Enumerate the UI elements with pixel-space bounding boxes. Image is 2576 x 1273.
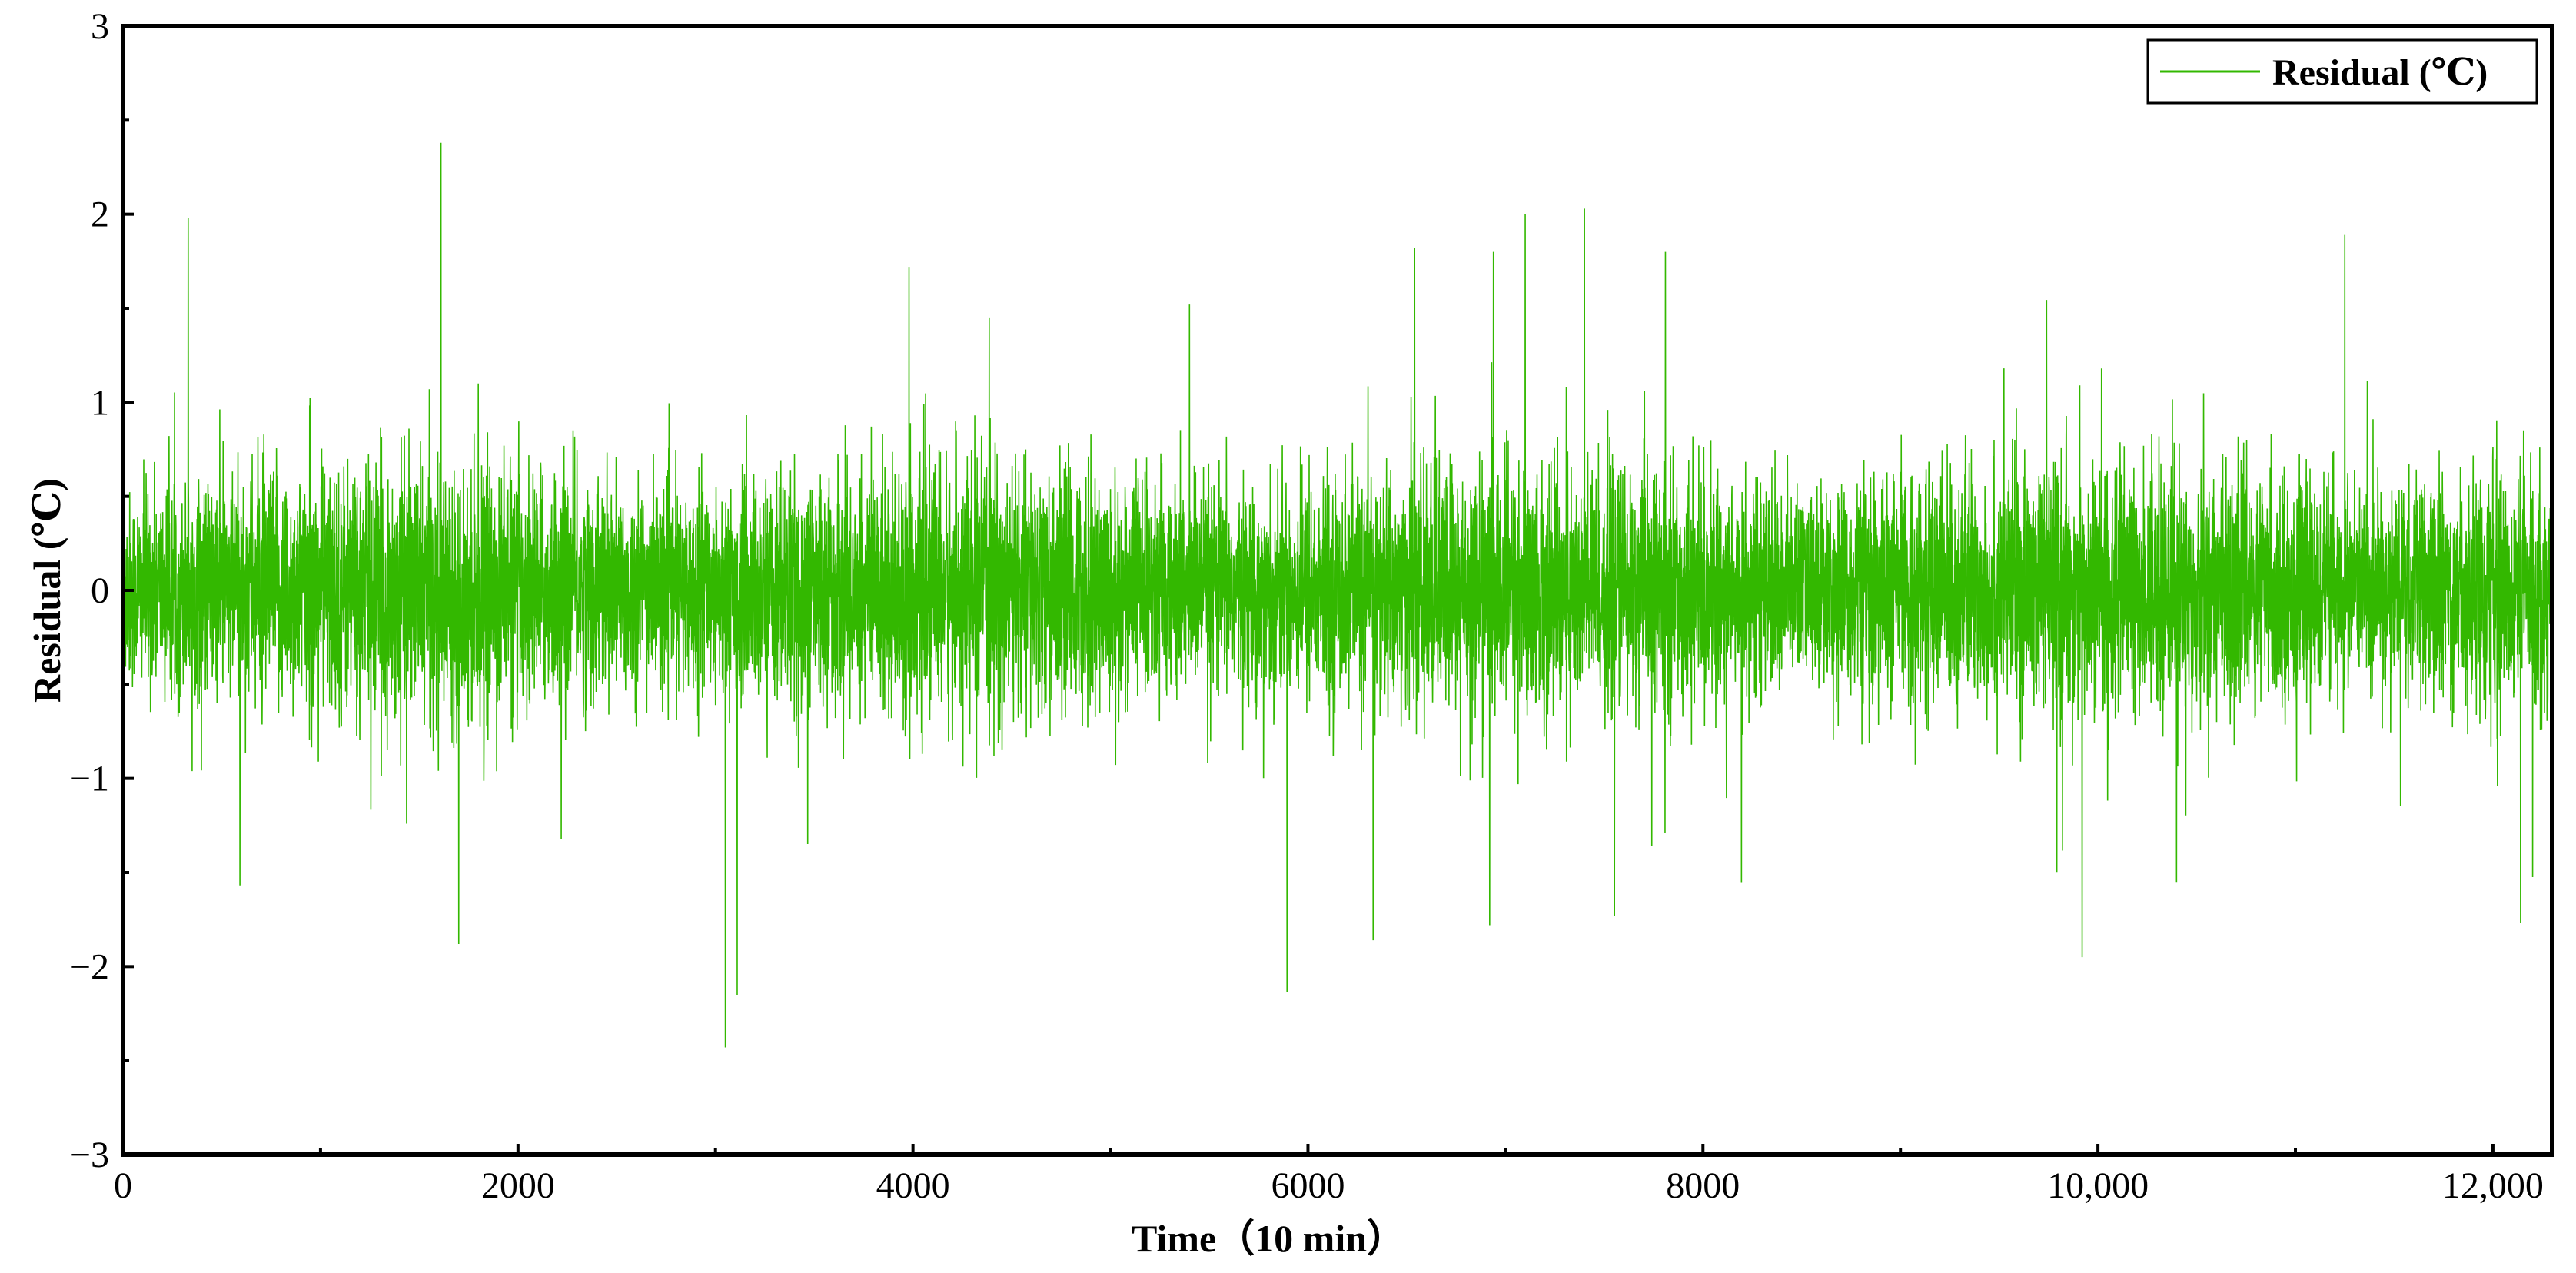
y-tick-label: 2 [91, 194, 109, 235]
x-tick-label: 2000 [481, 1165, 555, 1206]
x-axis: 0 2000 4000 6000 8000 10,000 12,000 [114, 1144, 2544, 1206]
x-axis-title: Time（10 min） [1132, 1217, 1405, 1260]
y-tick-label: 1 [91, 382, 109, 423]
x-tick-label: 10,000 [2047, 1165, 2149, 1206]
y-tick-label: −2 [70, 946, 109, 987]
x-tick-label: 4000 [876, 1165, 950, 1206]
x-tick-label: 0 [114, 1165, 132, 1206]
y-tick-label: −3 [70, 1135, 109, 1175]
y-tick-label-top: 3 [91, 6, 109, 47]
x-tick-label: 6000 [1271, 1165, 1345, 1206]
y-axis-title: Residual (℃) [25, 478, 68, 703]
y-tick-label: −1 [70, 759, 109, 799]
series-line-residual [123, 142, 2552, 1048]
y-tick-label: 0 [91, 570, 109, 611]
x-tick-label: 12,000 [2442, 1165, 2544, 1206]
legend-label: Residual (℃) [2272, 52, 2488, 93]
legend: Residual (℃) [2146, 38, 2538, 105]
x-tick-label: 8000 [1666, 1165, 1740, 1206]
y-axis: −3 −2 −1 0 1 2 3 [70, 6, 134, 1175]
